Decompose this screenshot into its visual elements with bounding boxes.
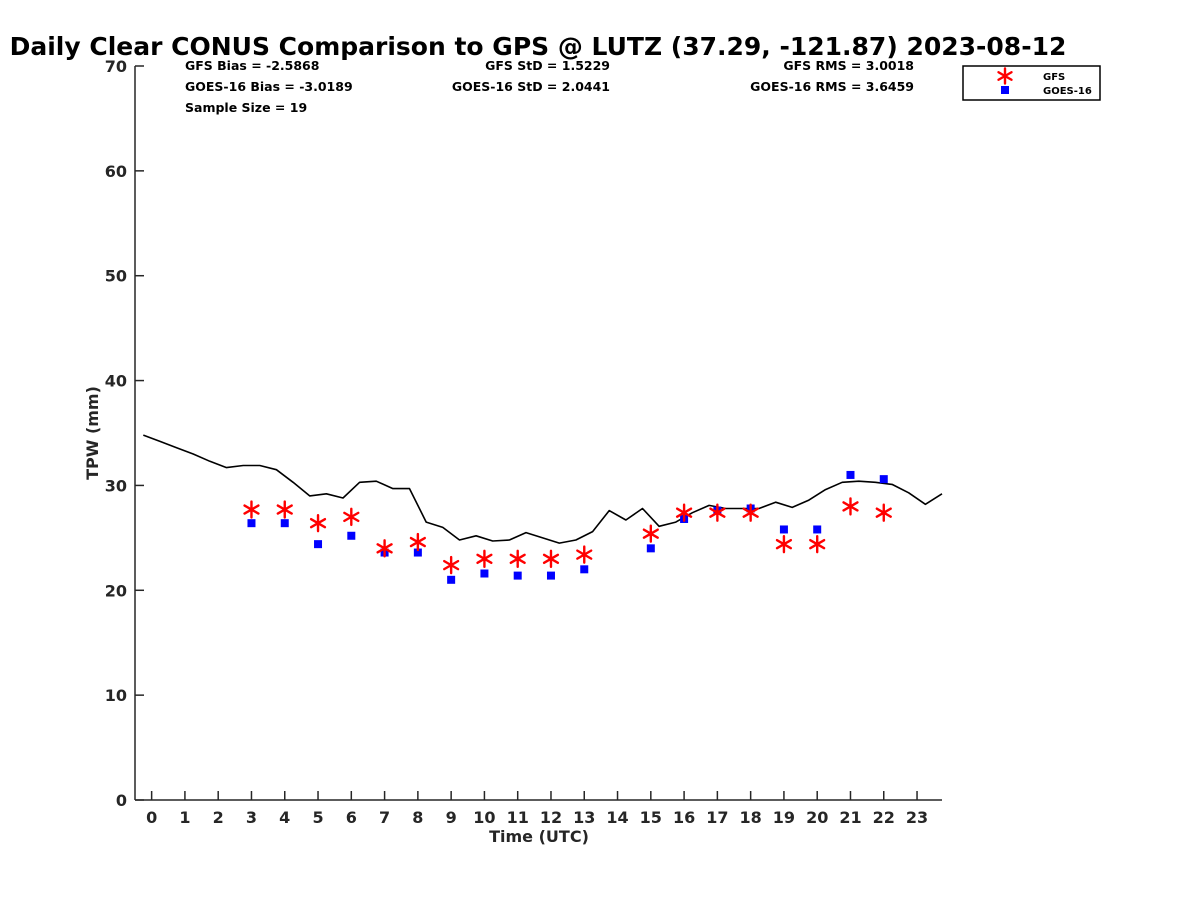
gfs-point xyxy=(842,497,859,516)
gfs-point xyxy=(675,503,693,522)
goes16-point xyxy=(347,531,356,540)
gfs-point xyxy=(476,549,493,569)
x-tick-label: 1 xyxy=(179,808,190,827)
gfs-point xyxy=(709,503,726,522)
gfs-point xyxy=(276,500,293,519)
gfs-point xyxy=(243,500,260,519)
x-tick-label: 16 xyxy=(673,808,695,827)
legend-label: GOES-16 xyxy=(1043,86,1092,97)
goes16-point xyxy=(646,544,655,553)
chart-title: Daily Clear CONUS Comparison to GPS @ LU… xyxy=(10,32,1067,61)
gfs-point xyxy=(509,549,526,569)
goes16-point xyxy=(779,525,788,534)
legend-label: GFS xyxy=(1043,72,1065,83)
x-tick-label: 17 xyxy=(706,808,728,827)
x-tick-label: 9 xyxy=(446,808,457,827)
x-tick-label: 4 xyxy=(279,808,290,827)
gfs-point xyxy=(642,524,659,543)
y-axis-label: TPW (mm) xyxy=(83,386,102,480)
gfs-point xyxy=(443,555,460,575)
x-tick-label: 12 xyxy=(540,808,562,827)
x-tick-label: 3 xyxy=(246,808,257,827)
gfs-point xyxy=(809,534,826,554)
goes16-point xyxy=(546,571,555,580)
goes16-point xyxy=(813,525,822,534)
x-ticks: 0 1 2 3 4 5 6 7 8 9 10 11 12 13 14 15 16 17 18 19 20 21 22 23 xyxy=(146,791,928,827)
gfs-point xyxy=(409,532,426,552)
x-tick-label: 20 xyxy=(806,808,828,827)
legend-goes16-marker xyxy=(1001,86,1009,94)
stats-block: GFS Bias = -2.5868 GOES-16 Bias = -3.018… xyxy=(185,58,914,115)
y-tick-label: 0 xyxy=(116,791,127,810)
gfs-point xyxy=(742,503,759,522)
x-tick-label: 14 xyxy=(606,808,628,827)
goes16-point xyxy=(480,569,489,578)
x-tick-label: 10 xyxy=(473,808,495,827)
gps-series-line xyxy=(143,434,943,544)
x-tick-label: 7 xyxy=(379,808,390,827)
sample-size-stat: Sample Size = 19 xyxy=(185,100,307,115)
y-tick-label: 30 xyxy=(105,476,127,495)
goes16-point xyxy=(280,519,289,528)
goes16-point xyxy=(846,470,855,479)
x-tick-label: 8 xyxy=(412,808,423,827)
axes xyxy=(134,66,942,801)
y-tick-label: 70 xyxy=(105,57,127,76)
y-tick-label: 40 xyxy=(105,372,127,391)
goes-rms-stat: GOES-16 RMS = 3.6459 xyxy=(750,79,914,94)
y-tick-label: 60 xyxy=(105,162,127,181)
legend: GFS GOES-16 xyxy=(962,65,1101,101)
y-tick-label: 50 xyxy=(105,267,127,286)
goes-std-stat: GOES-16 StD = 2.0441 xyxy=(452,79,610,94)
x-tick-label: 15 xyxy=(640,808,662,827)
plot-area xyxy=(143,434,943,584)
x-tick-label: 19 xyxy=(773,808,795,827)
goes16-point xyxy=(879,475,888,484)
x-tick-label: 23 xyxy=(906,808,928,827)
gfs-point xyxy=(309,513,327,533)
x-tick-label: 2 xyxy=(213,808,224,827)
x-tick-label: 11 xyxy=(507,808,529,827)
legend-box xyxy=(962,65,1101,101)
x-tick-label: 0 xyxy=(146,808,157,827)
gfs-std-stat: GFS StD = 1.5229 xyxy=(485,58,610,73)
gfs-point xyxy=(376,539,393,558)
gfs-point xyxy=(875,503,892,522)
goes16-point xyxy=(513,571,522,580)
x-tick-label: 21 xyxy=(839,808,861,827)
goes16-point xyxy=(447,575,456,584)
goes16-point xyxy=(247,519,256,528)
y-tick-label: 10 xyxy=(105,686,127,705)
gfs-point xyxy=(775,534,793,554)
x-tick-label: 13 xyxy=(573,808,595,827)
gfs-rms-stat: GFS RMS = 3.0018 xyxy=(783,58,914,73)
x-tick-label: 6 xyxy=(346,808,357,827)
x-tick-label: 22 xyxy=(873,808,895,827)
goes16-point xyxy=(413,548,422,557)
gfs-bias-stat: GFS Bias = -2.5868 xyxy=(185,58,319,73)
legend-gfs-marker xyxy=(997,67,1013,85)
goes16-point xyxy=(314,540,323,549)
goes16-point xyxy=(580,565,589,574)
x-axis-label: Time (UTC) xyxy=(489,827,589,846)
gfs-point xyxy=(542,549,560,569)
x-tick-label: 5 xyxy=(312,808,323,827)
y-ticks: 0 10 20 30 40 50 60 70 xyxy=(105,57,144,810)
x-tick-label: 18 xyxy=(740,808,762,827)
goes-bias-stat: GOES-16 Bias = -3.0189 xyxy=(185,79,353,94)
gfs-point xyxy=(576,545,593,564)
gfs-point xyxy=(343,507,360,527)
y-tick-label: 20 xyxy=(105,581,127,600)
